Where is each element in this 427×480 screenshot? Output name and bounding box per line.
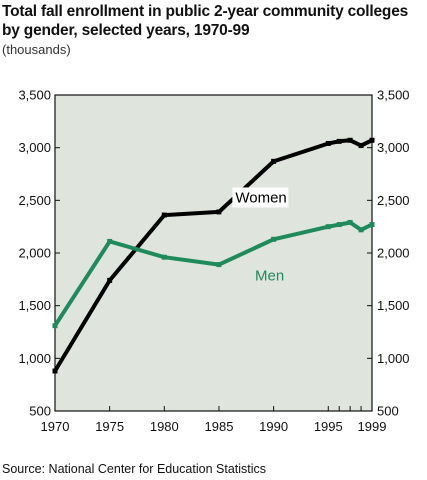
x-tick-label: 1995: [314, 419, 343, 434]
x-tick-label: 1970: [41, 419, 70, 434]
data-point-men: [325, 224, 331, 230]
data-point-women: [271, 158, 277, 164]
data-point-men: [107, 238, 113, 244]
y-tick-label-right: 500: [377, 404, 399, 419]
series-label-backdrop: [232, 187, 289, 208]
chart-subtitle: (thousands): [2, 42, 71, 57]
data-point-men: [161, 254, 167, 260]
y-tick-label-left: 3,000: [18, 140, 51, 155]
chart-title: Total fall enrollment in public 2-year c…: [2, 3, 409, 39]
data-point-men: [216, 262, 222, 268]
x-tick-label: 1980: [150, 419, 179, 434]
data-point-men: [52, 323, 58, 329]
data-point-women: [107, 277, 113, 283]
x-tick-label: 1990: [259, 419, 288, 434]
series-line-men: [53, 220, 373, 327]
data-point-men: [358, 227, 364, 233]
y-tick-label-right: 3,500: [377, 88, 410, 103]
y-tick-label-right: 1,500: [377, 298, 410, 313]
data-point-women: [52, 368, 58, 374]
y-tick-label-left: 2,000: [18, 246, 51, 261]
data-point-men: [369, 222, 375, 228]
y-tick-label-left: 3,500: [18, 88, 51, 103]
data-point-men: [336, 222, 342, 228]
y-tick-label-right: 2,000: [377, 246, 410, 261]
data-point-men: [271, 236, 277, 242]
chart-source: Source: National Center for Education St…: [2, 462, 267, 476]
data-point-women: [325, 140, 331, 146]
data-point-women: [336, 138, 342, 144]
x-tick-label: 1999: [358, 419, 387, 434]
y-tick-label-right: 2,500: [377, 193, 410, 208]
y-tick-label-left: 500: [29, 404, 51, 419]
y-tick-label-left: 1,000: [18, 351, 51, 366]
data-point-men: [347, 219, 353, 225]
x-tick-label: 1985: [205, 419, 234, 434]
y-tick-label-right: 3,000: [377, 140, 410, 155]
data-point-women: [369, 137, 375, 143]
x-tick-label: 1975: [95, 419, 124, 434]
data-point-women: [161, 212, 167, 218]
y-tick-label-left: 1,500: [18, 298, 51, 313]
series-label-women: Women: [235, 189, 286, 206]
data-point-women: [347, 137, 353, 143]
series-label-men: Men: [255, 267, 284, 284]
data-point-women: [216, 209, 222, 215]
y-tick-label-left: 2,500: [18, 193, 51, 208]
data-point-women: [358, 143, 364, 149]
y-tick-label-right: 1,000: [377, 351, 410, 366]
